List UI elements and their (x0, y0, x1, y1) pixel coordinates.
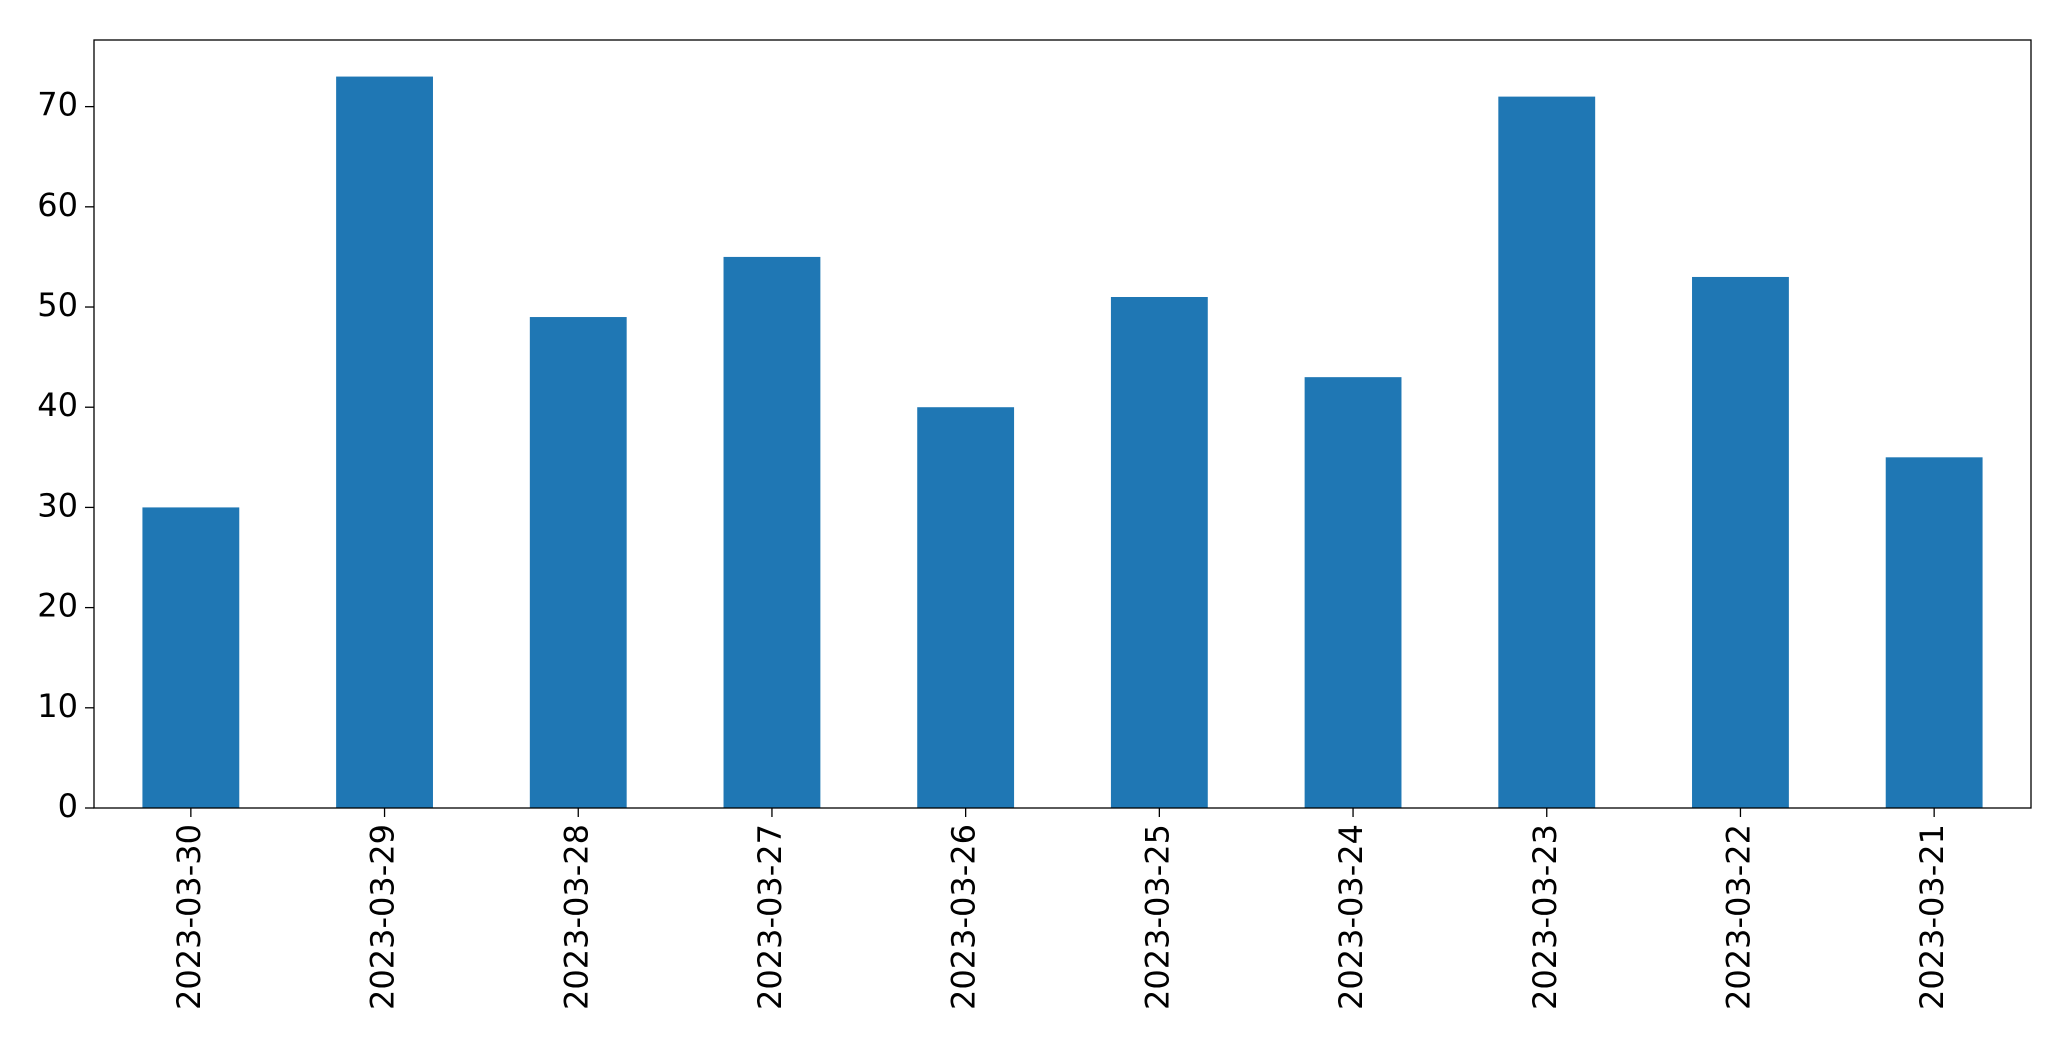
x-tick-label: 2023-03-24 (1332, 824, 1370, 1010)
bar (1692, 276, 1789, 808)
y-tick-label: 10 (37, 687, 78, 725)
bar (917, 407, 1015, 808)
bar (1885, 457, 1983, 808)
y-tick-label: 40 (37, 386, 78, 424)
y-tick-label: 0 (58, 787, 78, 825)
bar (142, 507, 240, 808)
y-tick-label: 50 (37, 286, 78, 324)
x-tick-label: 2023-03-30 (170, 824, 208, 1010)
x-tick-label: 2023-03-25 (1138, 824, 1176, 1010)
x-tick-label: 2023-03-27 (751, 824, 789, 1010)
x-tick-label: 2023-03-23 (1526, 824, 1564, 1010)
x-tick-label: 2023-03-28 (557, 824, 595, 1010)
x-tick-label: 2023-03-22 (1719, 824, 1757, 1010)
bar (529, 317, 627, 808)
bar (1498, 96, 1596, 808)
x-tick-label: 2023-03-21 (1913, 824, 1951, 1010)
bar (1110, 297, 1208, 808)
bar (1304, 377, 1402, 808)
bar (336, 76, 433, 809)
x-tick-label: 2023-03-29 (364, 824, 402, 1010)
plot-frame (93, 39, 2032, 809)
bar (723, 256, 821, 808)
y-tick-label: 20 (37, 587, 78, 625)
x-tick-label: 2023-03-26 (945, 824, 983, 1010)
y-tick-label: 30 (37, 486, 78, 524)
y-tick-label: 70 (37, 86, 78, 124)
y-tick-label: 60 (37, 186, 78, 224)
